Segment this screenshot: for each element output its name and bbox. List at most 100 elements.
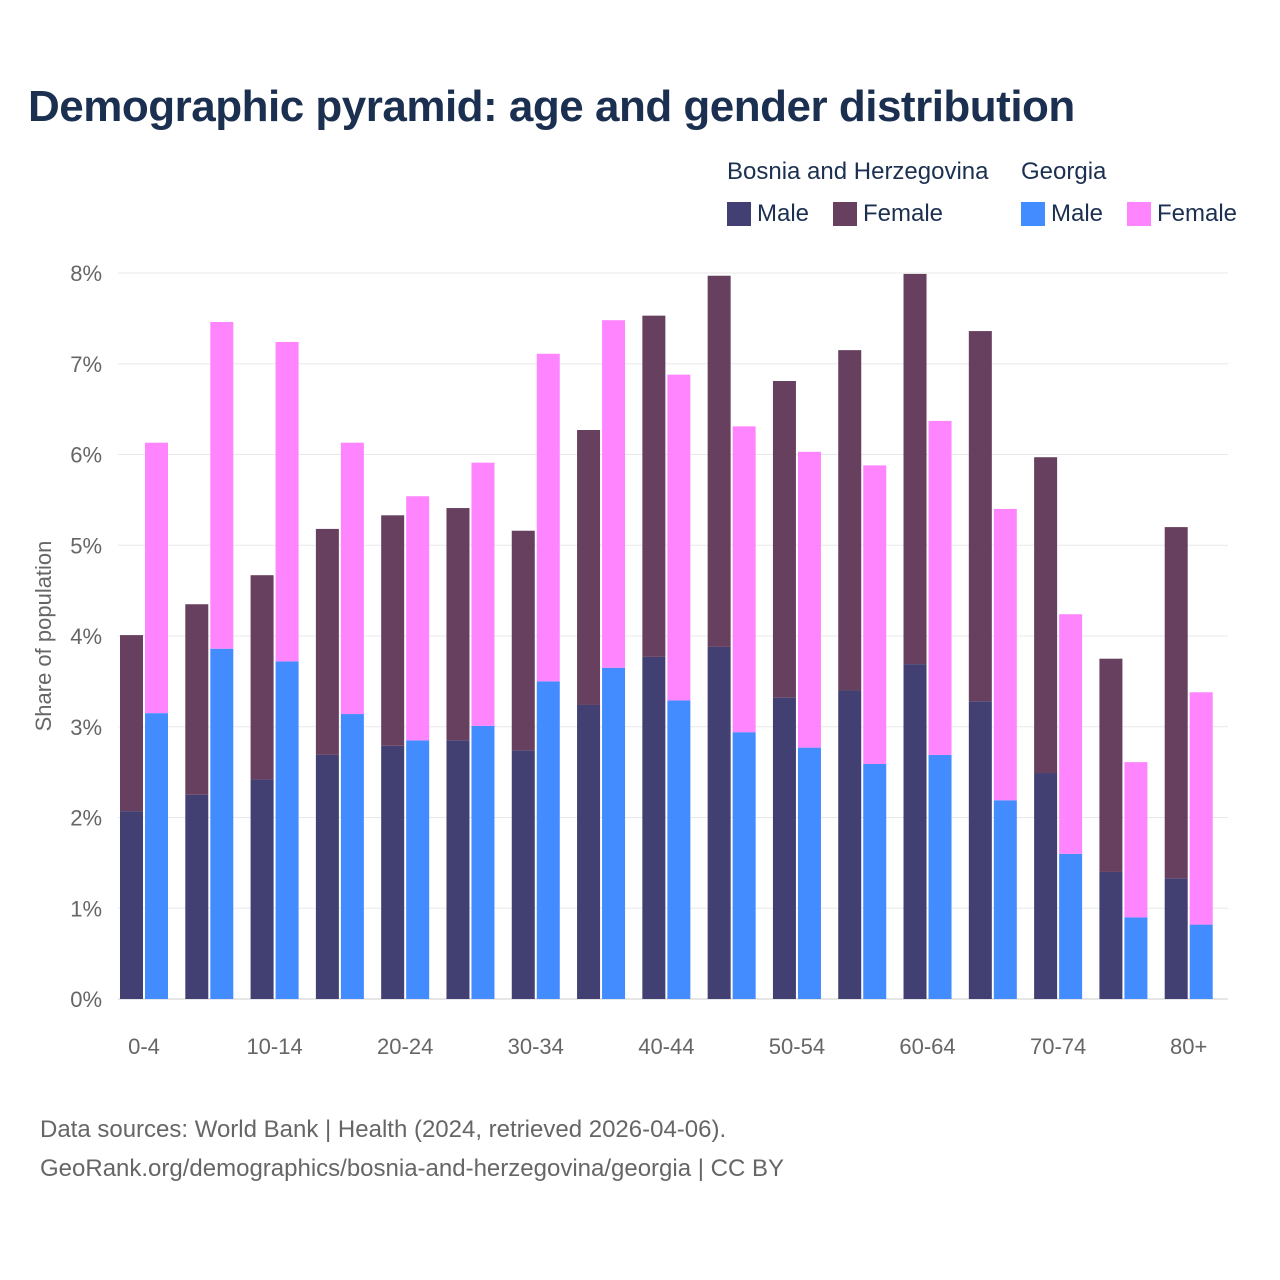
x-tick-label: 80+: [1170, 1034, 1207, 1059]
bar-bosnia-and-herzegovina-male-20-24[interactable]: [381, 745, 405, 999]
y-tick-label: 3%: [70, 715, 102, 740]
y-axis-label: Share of population: [31, 541, 56, 732]
bar-georgia-male-65-69[interactable]: [993, 800, 1017, 999]
bar-bosnia-and-herzegovina-female-15-19[interactable]: [315, 528, 339, 755]
bar-bosnia-and-herzegovina-male-60-64[interactable]: [903, 664, 927, 999]
bar-georgia-female-15-19[interactable]: [340, 442, 364, 715]
bar-georgia-female-10-14[interactable]: [275, 341, 299, 662]
bar-georgia-female-80+[interactable]: [1189, 692, 1213, 925]
legend-swatch: [1127, 202, 1151, 226]
bar-bosnia-and-herzegovina-female-35-39[interactable]: [577, 429, 601, 705]
bar-georgia-female-65-69[interactable]: [993, 508, 1017, 801]
bar-bosnia-and-herzegovina-male-30-34[interactable]: [511, 750, 535, 999]
x-tick-label: 70-74: [1030, 1034, 1086, 1059]
x-tick-label: 0-4: [128, 1034, 160, 1059]
bar-bosnia-and-herzegovina-female-70-74[interactable]: [1034, 457, 1058, 774]
bar-georgia-male-60-64[interactable]: [928, 754, 952, 999]
bar-bosnia-and-herzegovina-female-75-79[interactable]: [1099, 658, 1123, 872]
bar-bosnia-and-herzegovina-male-45-49[interactable]: [707, 646, 731, 999]
bar-georgia-female-40-44[interactable]: [667, 374, 691, 701]
bar-bosnia-and-herzegovina-male-25-29[interactable]: [446, 740, 470, 999]
bar-georgia-female-75-79[interactable]: [1124, 762, 1148, 918]
bar-georgia-male-20-24[interactable]: [406, 740, 430, 999]
bar-bosnia-and-herzegovina-female-45-49[interactable]: [707, 275, 731, 647]
bar-georgia-female-20-24[interactable]: [406, 496, 430, 741]
bar-bosnia-and-herzegovina-male-10-14[interactable]: [250, 779, 274, 999]
bar-bosnia-and-herzegovina-male-55-59[interactable]: [838, 690, 862, 999]
bar-georgia-female-60-64[interactable]: [928, 420, 952, 755]
x-tick-label: 40-44: [638, 1034, 694, 1059]
bar-bosnia-and-herzegovina-female-0-4[interactable]: [120, 635, 143, 812]
bar-bosnia-and-herzegovina-female-10-14[interactable]: [250, 575, 274, 780]
bar-georgia-male-30-34[interactable]: [536, 681, 560, 999]
bar-bosnia-and-herzegovina-male-75-79[interactable]: [1099, 871, 1123, 999]
bar-georgia-female-45-49[interactable]: [732, 426, 756, 733]
bar-bosnia-and-herzegovina-female-80+[interactable]: [1164, 527, 1188, 879]
bar-georgia-male-0-4[interactable]: [145, 713, 168, 999]
legend-swatch: [833, 202, 857, 226]
bar-bosnia-and-herzegovina-female-60-64[interactable]: [903, 273, 927, 665]
legend-label: Female: [863, 200, 944, 227]
bar-bosnia-and-herzegovina-male-70-74[interactable]: [1034, 773, 1058, 999]
bar-georgia-male-45-49[interactable]: [732, 732, 756, 999]
bar-bosnia-and-herzegovina-female-50-54[interactable]: [772, 380, 796, 698]
bar-georgia-male-40-44[interactable]: [667, 700, 691, 999]
legend-label: Female: [1157, 200, 1238, 227]
bar-bosnia-and-herzegovina-male-0-4[interactable]: [120, 811, 143, 999]
bar-bosnia-and-herzegovina-male-50-54[interactable]: [772, 697, 796, 999]
y-tick-label: 4%: [70, 624, 102, 649]
bar-georgia-female-25-29[interactable]: [471, 462, 495, 726]
bar-bosnia-and-herzegovina-male-35-39[interactable]: [577, 704, 601, 999]
bar-bosnia-and-herzegovina-female-20-24[interactable]: [381, 515, 405, 746]
legend-bosnia-male[interactable]: Male: [727, 200, 809, 228]
x-tick-label: 20-24: [377, 1034, 433, 1059]
bar-georgia-male-25-29[interactable]: [471, 725, 495, 999]
bar-bosnia-and-herzegovina-male-40-44[interactable]: [642, 656, 666, 999]
legend-country-bosnia: Bosnia and Herzegovina: [727, 158, 989, 185]
bar-georgia-male-35-39[interactable]: [602, 667, 626, 999]
legend-country-georgia: Georgia: [1021, 158, 1107, 185]
bar-georgia-male-70-74[interactable]: [1059, 853, 1083, 999]
bar-bosnia-and-herzegovina-male-15-19[interactable]: [315, 754, 339, 999]
source-url[interactable]: GeoRank.org/demographics/bosnia-and-herz…: [40, 1155, 784, 1182]
y-tick-label: 6%: [70, 443, 102, 468]
bar-bosnia-and-herzegovina-male-65-69[interactable]: [968, 701, 992, 999]
bar-georgia-male-55-59[interactable]: [863, 763, 887, 999]
y-tick-label: 8%: [70, 261, 102, 286]
x-tick-label: 60-64: [899, 1034, 955, 1059]
bar-georgia-female-50-54[interactable]: [797, 451, 821, 748]
bar-georgia-female-30-34[interactable]: [536, 353, 560, 682]
bar-georgia-female-35-39[interactable]: [602, 320, 626, 668]
y-tick-label: 2%: [70, 806, 102, 831]
bar-bosnia-and-herzegovina-female-30-34[interactable]: [511, 530, 535, 751]
bar-georgia-male-80+[interactable]: [1189, 924, 1213, 999]
bar-georgia-female-5-9[interactable]: [210, 322, 234, 649]
bar-bosnia-and-herzegovina-male-80+[interactable]: [1164, 878, 1188, 999]
legend-label: Male: [757, 200, 810, 227]
bar-georgia-female-0-4[interactable]: [145, 442, 168, 714]
bar-bosnia-and-herzegovina-female-5-9[interactable]: [185, 604, 209, 795]
y-tick-label: 1%: [70, 896, 102, 921]
bar-georgia-female-55-59[interactable]: [863, 465, 887, 764]
bar-georgia-male-50-54[interactable]: [797, 747, 821, 999]
chart-title: Demographic pyramid: age and gender dist…: [28, 82, 1075, 131]
bar-georgia-male-5-9[interactable]: [210, 648, 234, 999]
source-text: Data sources: World Bank | Health (2024,…: [40, 1116, 727, 1143]
bar-bosnia-and-herzegovina-female-25-29[interactable]: [446, 508, 470, 741]
x-tick-label: 10-14: [246, 1034, 302, 1059]
y-tick-label: 5%: [70, 533, 102, 558]
legend-georgia-female[interactable]: Female: [1127, 200, 1237, 228]
bar-bosnia-and-herzegovina-female-65-69[interactable]: [968, 331, 992, 702]
bar-bosnia-and-herzegovina-female-55-59[interactable]: [838, 350, 862, 691]
bar-georgia-male-15-19[interactable]: [340, 714, 364, 999]
bar-georgia-male-10-14[interactable]: [275, 661, 299, 999]
bar-georgia-female-70-74[interactable]: [1059, 614, 1083, 854]
x-tick-label: 30-34: [508, 1034, 564, 1059]
y-tick-label: 7%: [70, 352, 102, 377]
legend-georgia-male[interactable]: Male: [1021, 200, 1103, 228]
bar-bosnia-and-herzegovina-male-5-9[interactable]: [185, 794, 209, 999]
bar-georgia-male-75-79[interactable]: [1124, 917, 1148, 999]
bar-bosnia-and-herzegovina-female-40-44[interactable]: [642, 315, 666, 657]
legend-bosnia-female[interactable]: Female: [833, 200, 943, 228]
